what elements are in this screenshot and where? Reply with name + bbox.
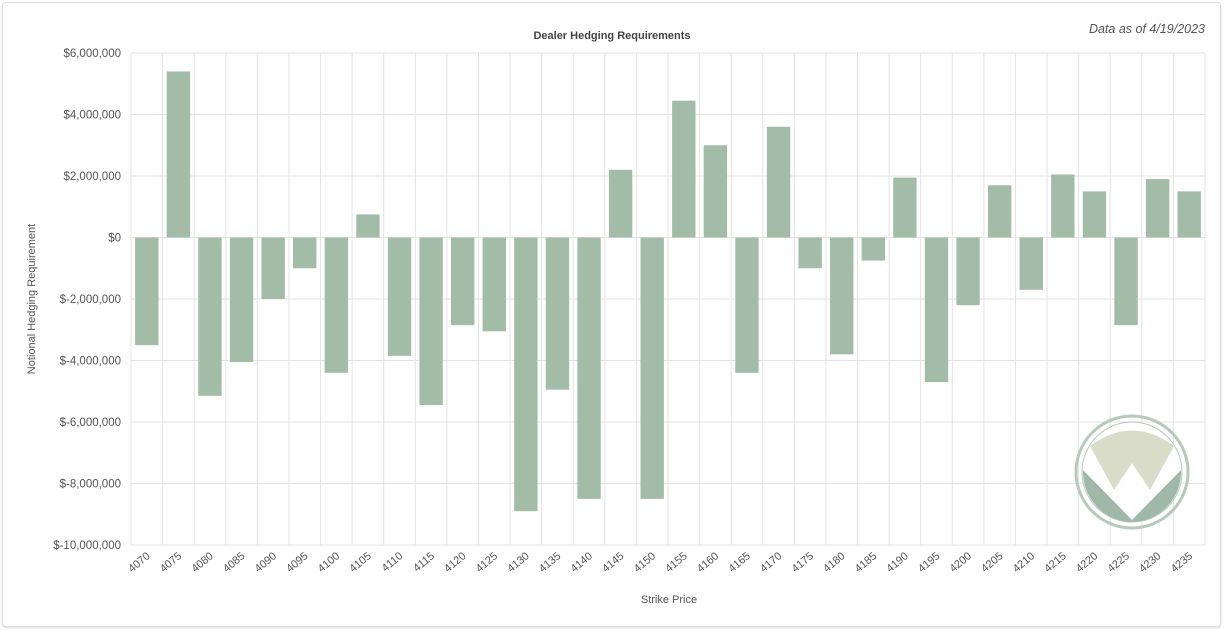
bar-4110[interactable] — [387, 237, 412, 356]
x-tick-label: 4105 — [347, 550, 373, 575]
bar-4135[interactable] — [545, 237, 570, 390]
x-tick-label: 4210 — [1011, 550, 1037, 575]
y-tick-label: $-2,000,000 — [60, 294, 121, 306]
bar-4090[interactable] — [261, 237, 285, 300]
x-tick-label: 4085 — [221, 550, 247, 575]
x-tick-label: 4170 — [758, 550, 784, 575]
bar-4180[interactable] — [830, 237, 854, 355]
bar-4150[interactable] — [640, 237, 664, 499]
x-tick-label: 4185 — [853, 550, 879, 575]
x-tick-label: 4160 — [695, 550, 721, 575]
x-tick-label: 4205 — [979, 550, 1005, 575]
x-axis-ticks: 4070 4075 4080 4085 4090 4095 4100 4105 4110 4115… — [126, 550, 1195, 575]
x-tick-label: 4175 — [790, 550, 816, 575]
x-tick-label: 4110 — [380, 550, 406, 574]
bar-4130[interactable] — [514, 237, 538, 512]
bar-4075[interactable] — [166, 71, 191, 238]
x-tick-label: 4165 — [726, 550, 752, 575]
x-tick-label: 4180 — [821, 550, 847, 575]
x-tick-label: 4215 — [1042, 550, 1068, 575]
bar-4155[interactable] — [672, 100, 696, 238]
bar-4220[interactable] — [1082, 191, 1107, 238]
v-logo-icon — [1074, 414, 1190, 530]
bar-4190[interactable] — [893, 177, 917, 238]
y-tick-label: $6,000,000 — [63, 48, 121, 60]
y-axis-label: Notional Hedging Requirement — [26, 224, 38, 374]
x-tick-label: 4100 — [316, 550, 342, 575]
y-tick-label: $-10,000,000 — [53, 540, 121, 552]
y-tick-label: $0 — [108, 233, 121, 245]
x-tick-label: 4235 — [1169, 550, 1195, 575]
bar-4115[interactable] — [419, 237, 443, 406]
x-tick-label: 4080 — [189, 550, 215, 575]
bar-4235[interactable] — [1177, 191, 1201, 238]
y-tick-label: $2,000,000 — [63, 171, 121, 183]
y-tick-label: $4,000,000 — [63, 110, 121, 122]
x-tick-label: 4150 — [632, 550, 658, 575]
bar-4125[interactable] — [482, 237, 506, 332]
grid-layer — [130, 52, 1206, 546]
x-tick-label: 4140 — [568, 550, 594, 575]
x-tick-label: 4090 — [253, 550, 279, 575]
bar-4230[interactable] — [1145, 179, 1170, 238]
bar-4175[interactable] — [798, 237, 822, 269]
bar-4080[interactable] — [198, 237, 222, 396]
bar-4095[interactable] — [293, 237, 317, 269]
bar-4100[interactable] — [324, 237, 349, 373]
x-tick-label: 4145 — [600, 550, 626, 575]
bar-layer — [135, 71, 1201, 512]
bar-4170[interactable] — [766, 126, 791, 238]
bar-4085[interactable] — [229, 237, 254, 363]
bar-4205[interactable] — [987, 185, 1012, 238]
x-tick-label: 4135 — [537, 550, 563, 575]
y-tick-label: $-6,000,000 — [60, 417, 121, 429]
x-tick-label: 4190 — [884, 550, 910, 575]
data-date-label: Data as of 4/19/2023 — [1088, 22, 1205, 36]
x-tick-label: 4120 — [442, 550, 468, 575]
x-tick-label: 4125 — [474, 550, 500, 575]
x-tick-label: 4200 — [948, 550, 974, 575]
bar-4195[interactable] — [924, 237, 949, 383]
bar-4185[interactable] — [861, 237, 886, 261]
y-tick-label: $-4,000,000 — [60, 356, 121, 368]
x-tick-label: 4220 — [1074, 550, 1100, 575]
bar-4210[interactable] — [1019, 237, 1043, 290]
y-axis-ticks: $6,000,000 $4,000,000 $2,000,000 $0 $-2,000,… — [53, 48, 121, 552]
x-axis-label: Strike Price — [641, 594, 697, 606]
bar-4225[interactable] — [1114, 237, 1138, 326]
x-tick-label: 4230 — [1137, 550, 1163, 575]
bar-4160[interactable] — [703, 145, 728, 238]
x-tick-label: 4225 — [1105, 550, 1131, 575]
x-tick-label: 4195 — [916, 550, 942, 575]
bar-4165[interactable] — [735, 237, 759, 373]
bar-4070[interactable] — [135, 237, 159, 346]
x-tick-label: 4115 — [411, 550, 437, 574]
bar-4140[interactable] — [577, 237, 601, 499]
x-tick-label: 4130 — [505, 550, 531, 575]
y-tick-label: $-8,000,000 — [60, 479, 121, 491]
chart-title: Dealer Hedging Requirements — [533, 30, 690, 42]
x-tick-label: 4070 — [126, 550, 152, 575]
x-tick-label: 4155 — [663, 550, 689, 575]
bar-4145[interactable] — [608, 169, 633, 238]
bar-4120[interactable] — [450, 237, 475, 326]
bar-4200[interactable] — [956, 237, 980, 306]
x-tick-label: 4075 — [158, 550, 184, 575]
bar-4215[interactable] — [1051, 174, 1075, 238]
x-tick-label: 4095 — [284, 550, 310, 575]
bar-4105[interactable] — [356, 214, 380, 238]
